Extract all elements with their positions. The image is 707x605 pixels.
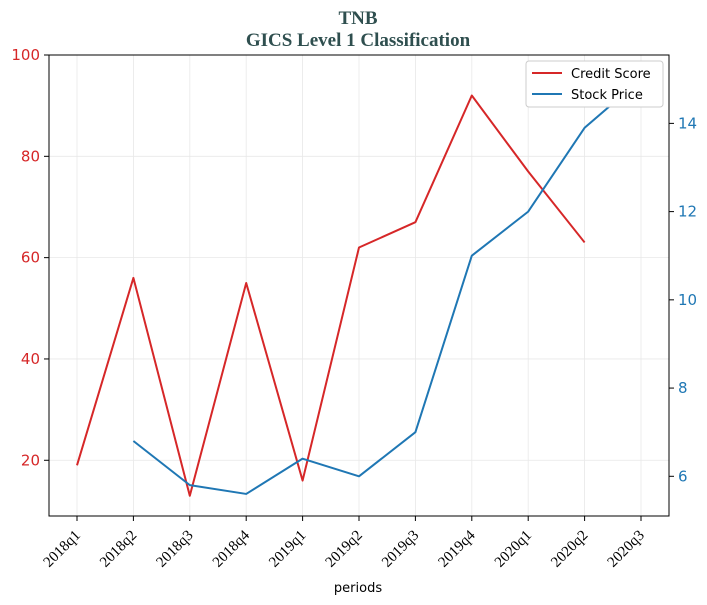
x-tick-label: 2018q4 <box>210 527 253 570</box>
y-right-tick-label: 14 <box>678 114 697 132</box>
x-tick-label: 2018q3 <box>153 528 196 571</box>
legend-label-stock-price: Stock Price <box>571 88 643 103</box>
y-right-tick-label: 12 <box>678 203 697 221</box>
x-tick-label: 2019q1 <box>266 528 309 571</box>
x-tick-label: 2019q2 <box>323 528 366 571</box>
y-right-tick-label: 10 <box>678 291 697 309</box>
y-right-tick-label: 8 <box>678 379 688 397</box>
y-right-tick-label: 6 <box>678 467 688 485</box>
chart-title: TNB <box>338 8 377 29</box>
series-line-credit-score <box>76 94 586 497</box>
x-tick-label: 2020q3 <box>605 528 648 571</box>
chart-subtitle: GICS Level 1 Classification <box>246 30 471 51</box>
y-left-tick-label: 60 <box>21 249 40 267</box>
x-tick-label: 2018q2 <box>97 528 140 571</box>
grid <box>49 54 669 516</box>
y-left-tick-label: 40 <box>21 350 40 368</box>
y-left-tick-label: 100 <box>11 46 40 64</box>
series-lines <box>76 78 642 497</box>
legend-label-credit-score: Credit Score <box>571 67 651 82</box>
axis-ticks: 2018q1 2018q2 2018q3 2018q4 2019q1 2019q2 2019… <box>11 46 697 571</box>
x-axis-label: periods <box>334 581 382 596</box>
x-tick-label: 2019q4 <box>435 527 478 570</box>
series-line-stock-price <box>132 78 642 495</box>
y-left-tick-label: 20 <box>21 451 40 469</box>
y-left-tick-label: 80 <box>21 147 40 165</box>
x-tick-label: 2020q1 <box>492 528 535 571</box>
x-tick-label: 2020q2 <box>548 528 591 571</box>
legend: Credit Score Stock Price <box>525 60 664 108</box>
x-tick-label: 2018q1 <box>41 528 84 571</box>
x-tick-label: 2019q3 <box>379 528 422 571</box>
